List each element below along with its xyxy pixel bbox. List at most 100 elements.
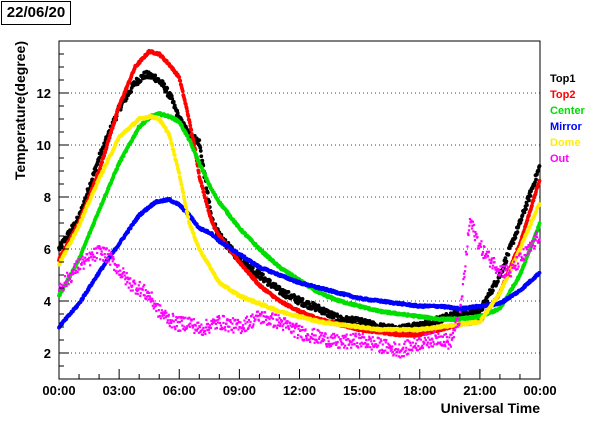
data-point — [76, 271, 79, 274]
data-point — [97, 247, 100, 250]
data-point — [99, 247, 102, 251]
data-point — [528, 193, 533, 198]
data-point — [68, 276, 71, 279]
data-point — [147, 298, 150, 301]
data-point — [137, 288, 140, 292]
data-point — [531, 198, 536, 203]
data-point — [127, 286, 130, 289]
data-point — [80, 263, 83, 266]
data-point — [130, 285, 133, 288]
data-point — [165, 86, 170, 91]
data-point — [177, 171, 182, 175]
data-point — [94, 259, 97, 262]
data-point — [162, 82, 167, 86]
data-point — [59, 282, 62, 285]
data-point — [143, 283, 146, 287]
data-point — [509, 243, 513, 248]
data-point — [136, 292, 139, 296]
data-point — [98, 245, 101, 249]
chart-title: 22/06/20 — [1, 1, 71, 25]
data-point — [268, 278, 272, 283]
data-point — [129, 289, 132, 292]
data-point — [62, 289, 65, 292]
data-point — [134, 292, 137, 295]
data-point — [101, 246, 104, 249]
data-point — [71, 269, 74, 272]
data-point — [536, 168, 541, 173]
data-point — [177, 75, 182, 80]
data-point — [65, 280, 68, 283]
data-point — [104, 256, 107, 259]
data-point — [186, 114, 191, 119]
data-point — [83, 262, 86, 265]
data-point — [100, 160, 104, 165]
data-point — [185, 134, 190, 138]
data-point — [117, 270, 120, 273]
data-point — [146, 291, 149, 294]
data-point — [335, 314, 340, 319]
data-point — [131, 284, 134, 287]
data-point — [144, 289, 147, 292]
data-point — [82, 258, 85, 261]
data-point — [142, 285, 145, 288]
data-point — [183, 201, 188, 206]
data-point — [182, 98, 187, 103]
data-point — [113, 268, 116, 271]
data-point — [503, 256, 508, 261]
data-point — [136, 289, 139, 293]
data-point — [103, 252, 106, 256]
data-point — [145, 298, 148, 301]
data-point — [527, 198, 531, 203]
data-point — [94, 168, 98, 173]
data-point — [530, 203, 534, 208]
data-point — [111, 257, 114, 260]
data-point — [106, 253, 109, 256]
data-point — [79, 267, 82, 271]
data-point — [170, 143, 175, 148]
data-point — [491, 288, 495, 293]
data-point — [182, 196, 187, 201]
data-point — [116, 265, 119, 268]
data-point — [87, 259, 90, 262]
data-point — [205, 204, 210, 209]
data-point — [515, 230, 520, 234]
data-point — [114, 112, 119, 117]
data-point — [537, 178, 542, 183]
data-point — [75, 269, 78, 272]
grid — [59, 92, 540, 354]
data-point — [184, 205, 189, 210]
data-point — [91, 258, 94, 261]
data-point — [103, 246, 106, 249]
data-point — [66, 278, 69, 281]
data-point — [61, 288, 64, 291]
data-point — [85, 259, 88, 262]
data-point — [537, 164, 542, 168]
data-point — [57, 247, 62, 252]
data-point — [64, 282, 67, 285]
data-point — [58, 289, 61, 292]
data-point — [524, 207, 528, 212]
data-point — [124, 278, 127, 281]
data-point — [529, 222, 533, 227]
data-point — [60, 244, 64, 249]
data-point — [133, 279, 136, 282]
data-point — [149, 297, 152, 300]
data-point — [197, 138, 202, 143]
data-point — [504, 259, 509, 264]
data-point — [170, 96, 175, 101]
data-point — [87, 258, 90, 261]
data-point — [121, 275, 124, 279]
data-point — [89, 264, 92, 267]
data-point — [139, 294, 142, 298]
data-point — [138, 287, 141, 290]
data-point — [175, 111, 180, 116]
data-point — [527, 213, 531, 218]
data-point — [95, 256, 98, 260]
data-point — [390, 323, 395, 328]
data-point — [175, 163, 180, 168]
data-point — [115, 272, 118, 275]
data-point — [107, 260, 110, 263]
data-point — [78, 258, 81, 261]
data-point — [511, 241, 516, 246]
data-point — [90, 256, 93, 259]
